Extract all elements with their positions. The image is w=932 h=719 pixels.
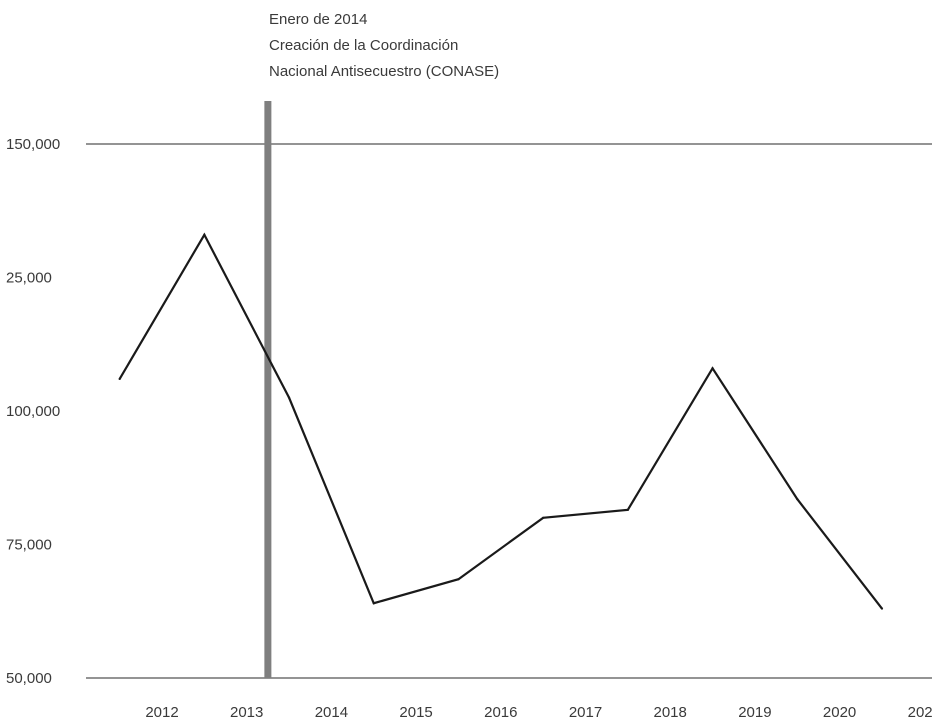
series-line — [118, 232, 883, 610]
y-axis-ticks: 150,000 25,000 100,000 75,000 50,000 — [6, 136, 60, 687]
annotation-line-3: Nacional Antisecuestro (CONASE) — [269, 63, 499, 80]
data-point — [711, 367, 714, 370]
y-tick-label: 100,000 — [6, 403, 60, 420]
data-point — [880, 607, 884, 610]
x-tick-label: 2013 — [230, 704, 263, 719]
x-tick-label: 2015 — [399, 704, 432, 719]
annotation-marker-bar — [264, 101, 272, 678]
data-point — [796, 498, 799, 501]
y-tick-label: 150,000 — [6, 136, 60, 153]
y-tick-label: 75,000 — [6, 537, 52, 554]
series-group — [118, 232, 884, 610]
x-tick-label: 2021 — [908, 704, 932, 719]
x-tick-label: 2018 — [654, 704, 687, 719]
y-tick-label: 50,000 — [6, 670, 52, 687]
data-point — [626, 508, 629, 511]
x-tick-label: 2020 — [823, 704, 856, 719]
annotation-line-1: Enero de 2014 — [269, 11, 367, 28]
data-point — [372, 602, 375, 605]
data-point — [457, 578, 460, 581]
x-tick-label: 2014 — [315, 704, 348, 719]
x-tick-label: 2017 — [569, 704, 602, 719]
annotation-line-2: Creación de la Coordinación — [269, 37, 458, 54]
y-tick-label: 25,000 — [6, 270, 52, 287]
gridlines — [86, 143, 932, 679]
data-point — [287, 396, 291, 399]
x-tick-label: 2012 — [145, 704, 178, 719]
data-point — [203, 233, 206, 236]
x-axis-ticks: 2012 2013 2014 2015 2016 2017 2018 2019 2020 2021 — [145, 704, 932, 719]
x-tick-label: 2016 — [484, 704, 517, 719]
x-tick-label: 2019 — [738, 704, 771, 719]
annotation: Enero de 2014 Creación de la Coordinació… — [264, 11, 499, 678]
data-point — [118, 377, 121, 381]
data-point — [542, 516, 545, 519]
